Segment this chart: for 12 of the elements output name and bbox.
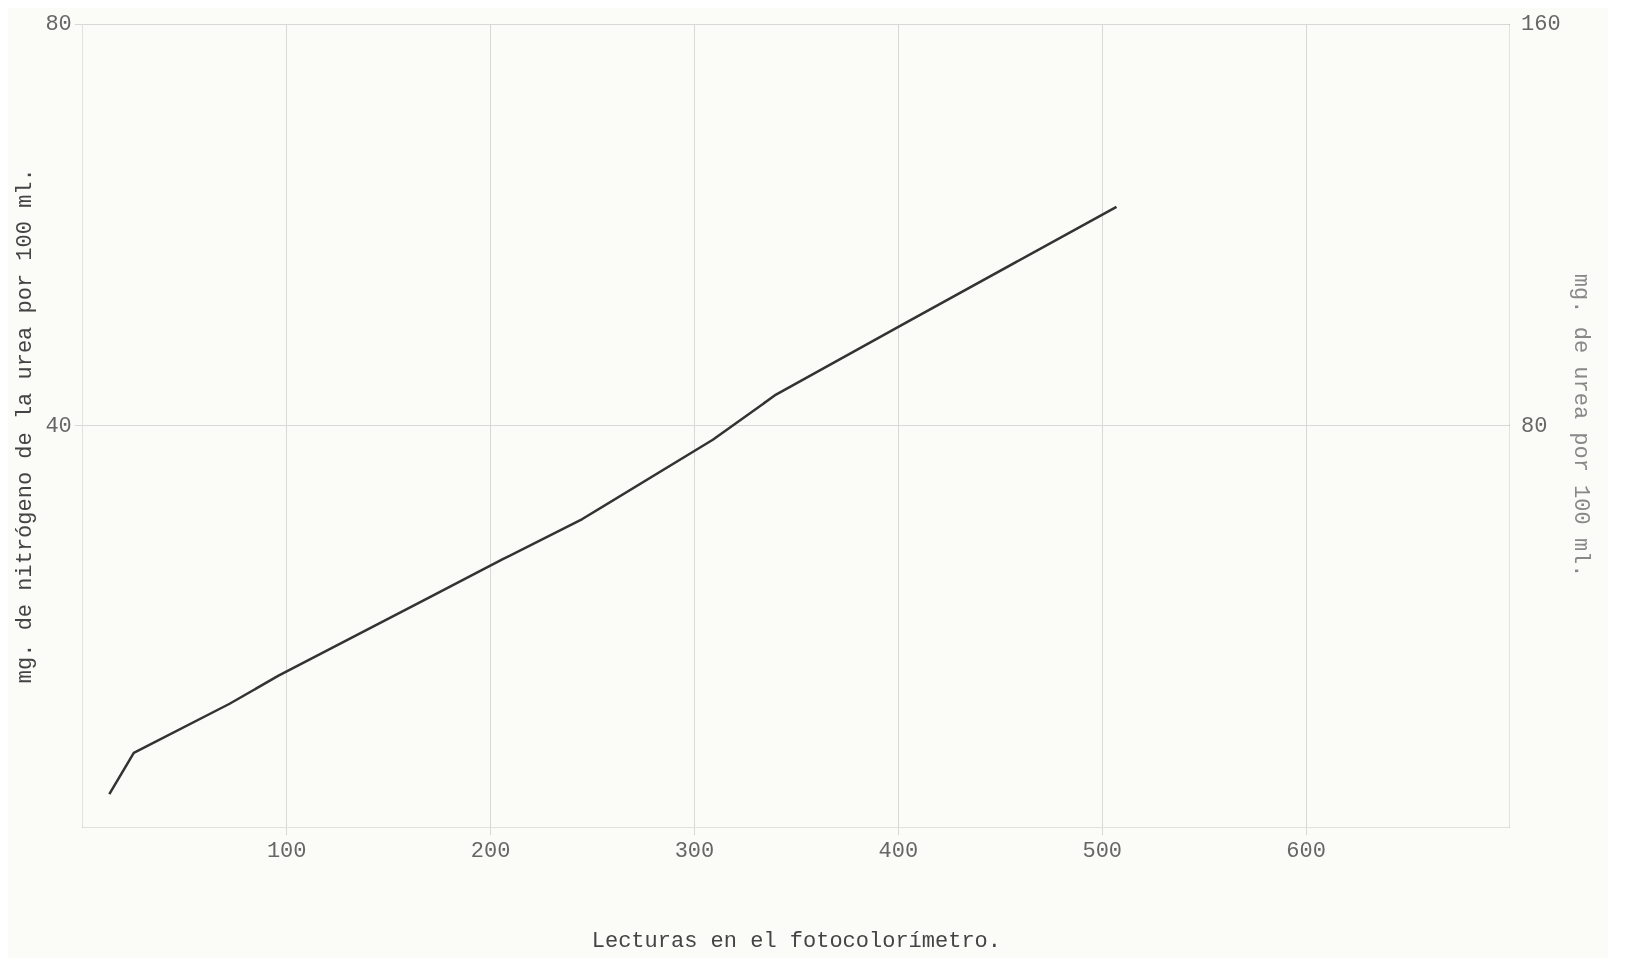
y2-tick-label: 160 [1520, 12, 1561, 38]
x-tick-label: 400 [878, 839, 919, 865]
y-axis-title: mg. de nitrógeno de la urea por 100 ml. [13, 168, 39, 684]
x-tick-label: 600 [1286, 839, 1326, 865]
x-tick-label: 500 [1082, 839, 1123, 865]
y-tick-label: 40 [45, 413, 72, 439]
x-tick-label: 300 [674, 839, 715, 865]
y2-axis-title: mg. de urea por 100 ml. [1567, 273, 1593, 578]
x-tick-label: 100 [266, 839, 307, 865]
y2-tick-label: 80 [1520, 413, 1548, 439]
x-axis-title: Lecturas en el fotocolorímetro. [591, 928, 1002, 954]
x-tick-label: 200 [470, 839, 511, 865]
